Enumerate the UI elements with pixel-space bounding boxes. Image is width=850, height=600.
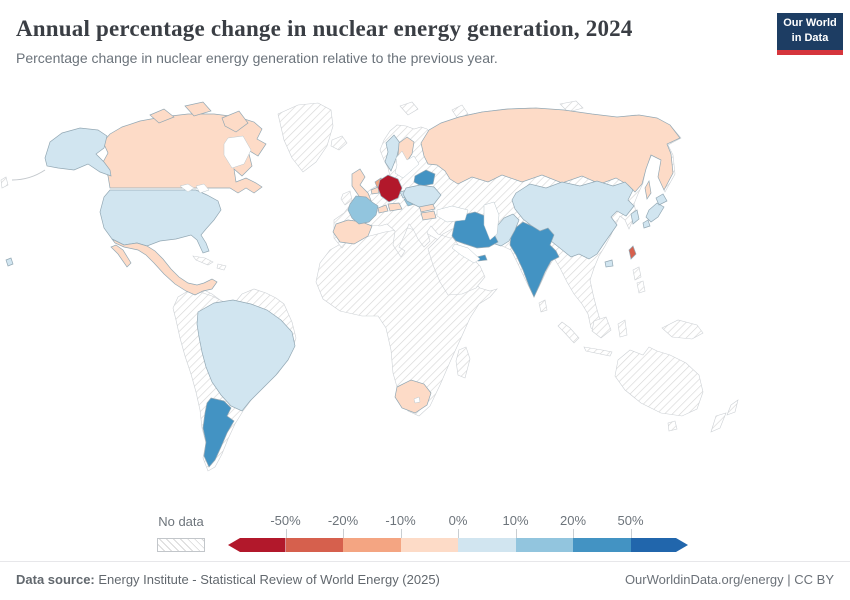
landmass-ireland[interactable]	[340, 190, 353, 206]
legend-no-data-label: No data	[158, 514, 204, 529]
landmass-tasmania[interactable]	[667, 420, 678, 432]
country-argentina[interactable]	[202, 397, 235, 468]
country-russia[interactable]	[420, 107, 681, 193]
country-spain[interactable]	[332, 219, 373, 245]
country-mexico-baja[interactable]	[110, 244, 132, 268]
landmass-java[interactable]	[583, 346, 613, 357]
country-south-korea[interactable]	[630, 209, 640, 225]
country-ukraine[interactable]	[402, 184, 442, 208]
aleutian-islands	[11, 169, 46, 181]
legend-tick-label: 10%	[502, 513, 529, 528]
legend-tick-mark	[343, 529, 344, 538]
legend-bin[interactable]	[458, 538, 516, 552]
landmass-philippines[interactable]	[632, 266, 646, 294]
landmass-novaya-zemlya[interactable]	[451, 104, 469, 120]
persian-gulf	[451, 243, 481, 264]
legend-tick-mark	[630, 529, 632, 538]
country-russia-sakhalin[interactable]	[644, 179, 652, 200]
legend-tick-label: 0%	[448, 513, 468, 528]
baltic-sea	[394, 150, 420, 179]
landmass-madagascar[interactable]	[455, 346, 471, 379]
data-source-label: Data source:	[16, 572, 95, 587]
landmass-greenland[interactable]	[277, 102, 334, 173]
legend-tick-mark	[285, 529, 287, 538]
country-austria[interactable]	[387, 202, 403, 212]
caspian-sea	[483, 201, 500, 241]
legend-bin[interactable]	[631, 538, 689, 552]
legend-bin[interactable]	[228, 538, 286, 552]
landmass-new-guinea[interactable]	[661, 319, 704, 340]
page-title: Annual percentage change in nuclear ener…	[16, 16, 633, 41]
legend-ramp	[228, 538, 688, 552]
legend-tick-label: -50%	[270, 513, 301, 528]
country-bulgaria[interactable]	[420, 210, 437, 221]
legend-bin[interactable]	[285, 538, 343, 552]
country-usa-alaska[interactable]	[44, 127, 112, 177]
data-source-text: Energy Institute - Statistical Review of…	[94, 572, 440, 587]
owid-logo-line2: in Data	[791, 32, 829, 44]
country-switzerland[interactable]	[377, 204, 389, 214]
landmass-chukotka-sliver[interactable]	[0, 176, 9, 189]
country-taiwan[interactable]	[628, 245, 637, 260]
page-subtitle: Percentage change in nuclear energy gene…	[16, 50, 498, 66]
data-source: Data source: Energy Institute - Statisti…	[16, 572, 440, 587]
legend-tick-label: -10%	[385, 513, 416, 528]
legend-bin[interactable]	[515, 538, 573, 552]
country-france[interactable]	[347, 195, 379, 225]
legend-no-data-swatch[interactable]	[157, 538, 205, 552]
legend-tick-mark	[515, 529, 517, 538]
world-map	[0, 100, 739, 472]
hudson-bay	[223, 135, 252, 169]
country-belarus[interactable]	[413, 169, 436, 187]
country-japan[interactable]	[642, 193, 668, 229]
legend-bin[interactable]	[573, 538, 631, 552]
landmass-sri-lanka[interactable]	[538, 299, 548, 313]
lesotho-gap	[413, 396, 421, 404]
country-germany[interactable]	[377, 174, 403, 203]
country-sweden[interactable]	[384, 134, 401, 172]
landmass-cuba[interactable]	[192, 255, 214, 266]
license-credit[interactable]: OurWorldinData.org/energy | CC BY	[624, 572, 834, 587]
legend-tick-label: -20%	[327, 513, 359, 528]
landmass-severnaya-zemlya[interactable]	[559, 100, 584, 113]
country-usa-hawaii[interactable]	[5, 257, 14, 267]
country-india[interactable]	[509, 221, 560, 298]
country-belgium[interactable]	[370, 186, 380, 195]
owid-logo: Our World in Data	[777, 13, 843, 55]
footer: Data source: Energy Institute - Statisti…	[0, 561, 850, 600]
country-brazil[interactable]	[196, 299, 296, 412]
landmass-sulawesi[interactable]	[617, 319, 628, 338]
landmass-svalbard[interactable]	[399, 101, 419, 116]
landmass-borneo[interactable]	[591, 316, 612, 339]
country-usa[interactable]	[99, 189, 222, 254]
legend-bin[interactable]	[343, 538, 401, 552]
country-china-hainan[interactable]	[604, 259, 614, 268]
legend-tick-mark	[573, 529, 574, 538]
landmass-australia[interactable]	[614, 346, 704, 417]
country-south-africa[interactable]	[394, 379, 432, 414]
legend-tick-mark	[458, 529, 459, 538]
legend-tick-label: 20%	[559, 513, 587, 528]
country-mexico[interactable]	[111, 238, 218, 296]
legend-tick-label: 50%	[617, 513, 644, 528]
country-canada-arctic-islands[interactable]	[149, 101, 249, 133]
country-pakistan[interactable]	[492, 213, 520, 247]
black-sea	[436, 205, 469, 223]
landmass-hispaniola[interactable]	[216, 263, 227, 271]
owid-logo-line1: Our World	[783, 17, 837, 29]
legend-tick-mark	[400, 529, 402, 538]
landmass-sumatra[interactable]	[557, 321, 580, 344]
landmass-iceland[interactable]	[330, 135, 348, 151]
country-canada[interactable]	[101, 113, 267, 194]
landmass-new-zealand[interactable]	[710, 399, 739, 433]
great-lakes	[179, 183, 210, 194]
legend-bin[interactable]	[400, 538, 458, 552]
